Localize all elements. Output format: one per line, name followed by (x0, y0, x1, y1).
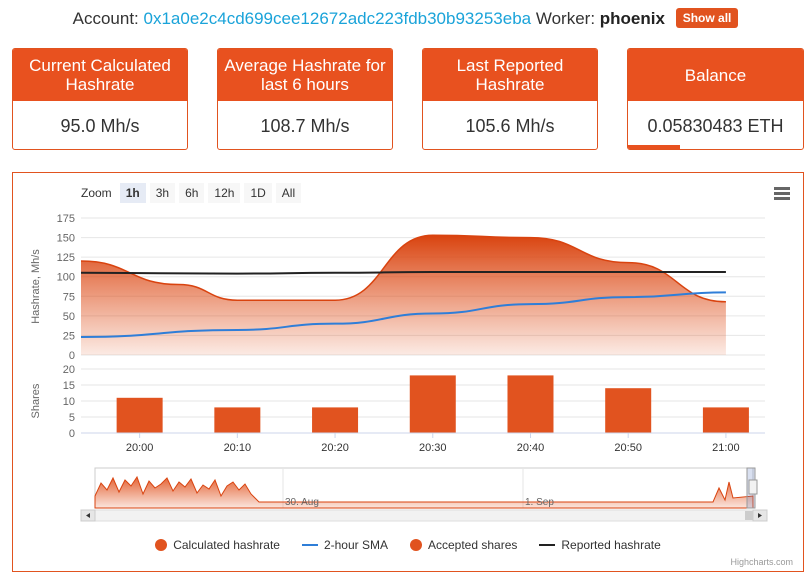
hashrate-axis-tick-label: 50 (63, 311, 75, 323)
card-value: 108.7 Mh/s (260, 115, 350, 136)
legend-line-icon (301, 544, 318, 546)
hashrate-axis-tick-label: 25 (63, 330, 75, 342)
card-title: Average Hashrate for last 6 hours (218, 49, 392, 101)
sma-line (80, 291, 726, 338)
shares-axis-tick-label: 10 (63, 396, 75, 408)
account-line: Account: 0x1a0e2c4cd699cee12672adc223fdb… (0, 8, 811, 30)
card-value: 105.6 Mh/s (465, 115, 555, 136)
zoom-3h-button[interactable]: 3h (149, 183, 176, 203)
worker-label: Worker: (535, 9, 596, 28)
accepted-shares-bar (116, 397, 163, 433)
x-axis-tick-label: 20:50 (614, 442, 642, 454)
current-hashrate-card: Current Calculated Hashrate 95.0 Mh/s (12, 48, 188, 150)
hashrate-axis-tick-label: 125 (57, 252, 75, 264)
zoom-6h-button[interactable]: 6h (179, 183, 205, 203)
hashrate-axis-tick-label: 100 (57, 272, 75, 284)
shares-axis-tick-label: 20 (63, 364, 75, 376)
hashrate-axis-title: Hashrate, Mh/s (30, 249, 42, 324)
zoom-all-button[interactable]: All (275, 183, 302, 203)
navigator-date-label: 30. Aug (285, 497, 319, 508)
zoom-selector: Zoom 1h 3h 6h 12h 1D All (81, 183, 302, 203)
x-axis-tick-label: 21:00 (712, 442, 740, 454)
balance-card: Balance 0.05830483 ETH (627, 48, 804, 150)
accepted-shares-bar (605, 388, 652, 433)
legend-dot-icon (409, 539, 422, 551)
scrollbar-right-arrow-icon (758, 513, 762, 518)
x-axis-tick-label: 20:20 (321, 442, 349, 454)
navigator-handle (748, 479, 758, 495)
reported-hashrate-line (80, 271, 726, 275)
legend-item-reported-hashrate[interactable]: Reported hashrate (539, 538, 661, 552)
scrollbar-thumb (745, 511, 753, 520)
x-axis-tick-label: 20:00 (126, 442, 154, 454)
account-label: Account: (72, 9, 139, 28)
highcharts-credits-link[interactable]: Highcharts.com (730, 557, 793, 567)
zoom-1d-button[interactable]: 1D (244, 183, 272, 203)
accepted-shares-bar (702, 407, 749, 433)
legend-label: 2-hour SMA (323, 538, 388, 552)
chart-legend: Calculated hashrate 2-hour SMA Accepted … (13, 538, 803, 552)
shares-axis-tick-label: 15 (63, 380, 75, 392)
accepted-shares-bar (507, 375, 554, 433)
show-all-button[interactable]: Show all (675, 8, 739, 28)
card-title: Balance (628, 49, 803, 101)
legend-label: Reported hashrate (561, 538, 661, 552)
legend-line-icon (539, 544, 556, 546)
x-axis-tick-label: 20:40 (517, 442, 545, 454)
calculated-hashrate-area (81, 235, 726, 355)
hashrate-axis-tick-label: 75 (63, 291, 75, 303)
shares-axis-title: Shares (30, 383, 42, 418)
shares-axis-tick-label: 5 (69, 412, 75, 424)
zoom-12h-button[interactable]: 12h (208, 183, 241, 203)
scrollbar-left-arrow-icon (86, 513, 90, 518)
legend-item-sma[interactable]: 2-hour SMA (301, 538, 388, 552)
legend-label: Calculated hashrate (173, 538, 280, 552)
card-value: 95.0 Mh/s (60, 115, 140, 136)
accepted-shares-bar (214, 407, 261, 433)
accepted-shares-bar (409, 375, 456, 433)
calculated-hashrate-line (80, 234, 726, 303)
navigator-scrollbar-track (80, 509, 768, 522)
x-axis-tick-label: 20:30 (419, 442, 447, 454)
zoom-1h-button[interactable]: 1h (119, 183, 146, 203)
legend-dot-icon (155, 539, 168, 551)
legend-item-calculated-hashrate[interactable]: Calculated hashrate (155, 538, 280, 552)
shares-axis-tick-label: 0 (69, 428, 75, 440)
x-axis-tick-label: 20:10 (224, 442, 252, 454)
hashrate-chart: 0 25 50 75 100 125 150 175 Hashrate, Mh/s 0 5 10 15 2… (30, 213, 768, 522)
navigator-date-label: 1. Sep (525, 497, 554, 508)
reported-hashrate-card: Last Reported Hashrate 105.6 Mh/s (422, 48, 598, 150)
hashrate-axis-tick-label: 0 (69, 350, 75, 362)
account-address-link[interactable]: 0x1a0e2c4cd699cee12672adc223fdb30b93253e… (143, 9, 532, 28)
hashrate-axis-tick-label: 175 (57, 213, 75, 225)
zoom-label: Zoom (81, 186, 112, 200)
card-title: Last Reported Hashrate (423, 49, 597, 101)
card-title: Current Calculated Hashrate (13, 49, 187, 101)
chart-menu-icon[interactable] (774, 187, 790, 200)
accepted-shares-bar (312, 407, 359, 433)
average-hashrate-card: Average Hashrate for last 6 hours 108.7 … (217, 48, 393, 150)
legend-item-accepted-shares[interactable]: Accepted shares (409, 538, 518, 552)
card-value: 0.05830483 ETH (647, 115, 784, 136)
worker-name: phoenix (599, 9, 665, 28)
legend-label: Accepted shares (427, 538, 518, 552)
hashrate-axis-tick-label: 150 (57, 233, 75, 245)
hashrate-chart-panel: 0 25 50 75 100 125 150 175 Hashrate, Mh/s 0 5 10 15 2… (12, 172, 804, 572)
balance-progress-bar (628, 145, 680, 149)
navigator-series-area (94, 475, 754, 509)
